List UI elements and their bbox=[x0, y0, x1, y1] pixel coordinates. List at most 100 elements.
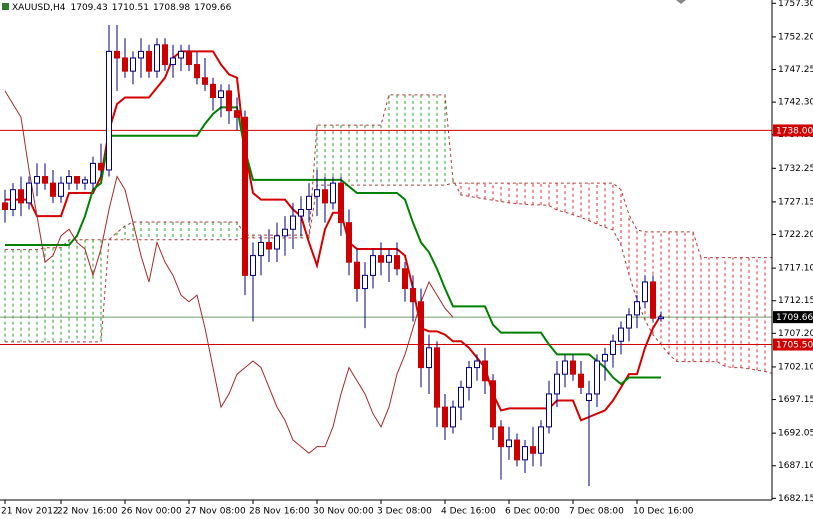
candle-body bbox=[282, 228, 288, 237]
candle-body bbox=[522, 446, 528, 461]
candle-body bbox=[442, 406, 448, 428]
candle-body bbox=[458, 386, 464, 408]
candle-body bbox=[266, 241, 272, 250]
candle-body bbox=[242, 116, 248, 276]
x-tick-label: 6 Dec 00:00 bbox=[505, 507, 560, 517]
candle-body bbox=[626, 314, 632, 329]
candle-body bbox=[650, 281, 656, 319]
candle-body bbox=[530, 446, 536, 454]
candle-body bbox=[498, 426, 504, 448]
y-tick-label: 1732.25 bbox=[778, 164, 813, 174]
y-tick-label: 1747.25 bbox=[778, 65, 813, 75]
candle-body bbox=[218, 90, 224, 98]
candle-body bbox=[138, 50, 144, 59]
y-tick-label: 1707.20 bbox=[778, 329, 813, 339]
x-tick-label: 28 Nov 16:00 bbox=[249, 507, 310, 517]
candle-body bbox=[418, 301, 424, 369]
candle-body bbox=[330, 182, 336, 204]
candle-body bbox=[338, 182, 344, 224]
y-tick-label: 1687.10 bbox=[778, 461, 813, 471]
candle-body bbox=[58, 182, 64, 197]
y-tick-label: 1722.20 bbox=[778, 230, 813, 240]
candle-body bbox=[26, 182, 32, 204]
candle-body bbox=[226, 90, 232, 112]
candle-body bbox=[2, 202, 8, 210]
x-tick-label: 21 Nov 2012 bbox=[1, 507, 59, 517]
y-tick-label: 1742.30 bbox=[778, 98, 813, 108]
candle-body bbox=[482, 360, 488, 382]
candle-body bbox=[450, 406, 456, 428]
last-open: 1709.43 bbox=[71, 3, 108, 13]
candle-body bbox=[642, 281, 648, 303]
candle-body bbox=[514, 439, 520, 461]
candle-body bbox=[130, 57, 136, 72]
candle-body bbox=[426, 347, 432, 369]
last-high: 1710.51 bbox=[112, 3, 149, 13]
candle-body bbox=[66, 176, 72, 184]
x-tick-label: 7 Dec 08:00 bbox=[569, 507, 624, 517]
y-tick-label: 1757.30 bbox=[778, 0, 813, 9]
span-b-line bbox=[5, 182, 772, 343]
candle-body bbox=[122, 57, 128, 72]
header: XAUUSD,H4 1709.43 1710.51 1708.98 1709.66 bbox=[12, 3, 232, 13]
candle-body bbox=[90, 162, 96, 184]
candle-body bbox=[546, 393, 552, 428]
price-label: 1709.66 bbox=[776, 313, 813, 323]
price-label: 1705.50 bbox=[776, 341, 813, 351]
candle-body bbox=[194, 64, 200, 79]
candle-body bbox=[50, 182, 56, 197]
candle-body bbox=[354, 261, 360, 290]
y-tick-label: 1692.05 bbox=[778, 429, 813, 439]
candle-body bbox=[434, 347, 440, 408]
x-tick-label: 10 Dec 16:00 bbox=[633, 507, 694, 517]
plot-area bbox=[0, 25, 772, 487]
y-tick-label: 1712.15 bbox=[778, 296, 813, 306]
span-a-line bbox=[5, 94, 772, 374]
candle-body bbox=[210, 83, 216, 98]
price-label-box bbox=[773, 311, 813, 324]
candle-body bbox=[370, 255, 376, 276]
candle-body bbox=[74, 176, 80, 184]
candle-body bbox=[490, 380, 496, 428]
candle-body bbox=[162, 44, 168, 66]
candle-body bbox=[506, 439, 512, 448]
y-tick-label: 1682.15 bbox=[778, 494, 813, 504]
candle-body bbox=[570, 360, 576, 375]
candle-body bbox=[274, 235, 280, 250]
x-tick-label: 22 Nov 16:00 bbox=[57, 507, 118, 517]
price-label-box bbox=[773, 124, 813, 137]
candle-body bbox=[538, 426, 544, 454]
candle-body bbox=[314, 189, 320, 197]
y-tick-label: 1727.15 bbox=[778, 197, 813, 207]
x-tick-label: 26 Nov 00:00 bbox=[121, 507, 182, 517]
x-tick-label: 3 Dec 08:00 bbox=[377, 507, 432, 517]
y-tick-label: 1702.10 bbox=[778, 362, 813, 372]
last-low: 1708.98 bbox=[153, 3, 190, 13]
candle-body bbox=[594, 360, 600, 395]
candle-body bbox=[378, 255, 384, 263]
y-tick-label: 1752.20 bbox=[778, 32, 813, 42]
candle-body bbox=[610, 340, 616, 355]
candle-body bbox=[466, 367, 472, 388]
candle-body bbox=[258, 241, 264, 257]
x-tick-label: 27 Nov 08:00 bbox=[185, 507, 246, 517]
candle-body bbox=[114, 50, 120, 59]
price-label-box bbox=[773, 338, 813, 351]
candle-body bbox=[18, 189, 24, 204]
candle-body bbox=[386, 255, 392, 263]
candle-body bbox=[306, 195, 312, 210]
candle-body bbox=[634, 301, 640, 316]
candle-body bbox=[586, 393, 592, 402]
candle-body bbox=[554, 373, 560, 395]
candle-body bbox=[186, 50, 192, 66]
symbol-title: XAUUSD,H4 bbox=[12, 3, 66, 13]
last-close: 1709.66 bbox=[194, 3, 231, 13]
candle-body bbox=[658, 316, 664, 320]
candle-body bbox=[562, 360, 568, 375]
candle-body bbox=[346, 222, 352, 263]
candle-body bbox=[362, 274, 368, 290]
y-tick-label: 1697.15 bbox=[778, 395, 813, 405]
candle-body bbox=[250, 255, 256, 276]
candle-body bbox=[146, 50, 152, 72]
